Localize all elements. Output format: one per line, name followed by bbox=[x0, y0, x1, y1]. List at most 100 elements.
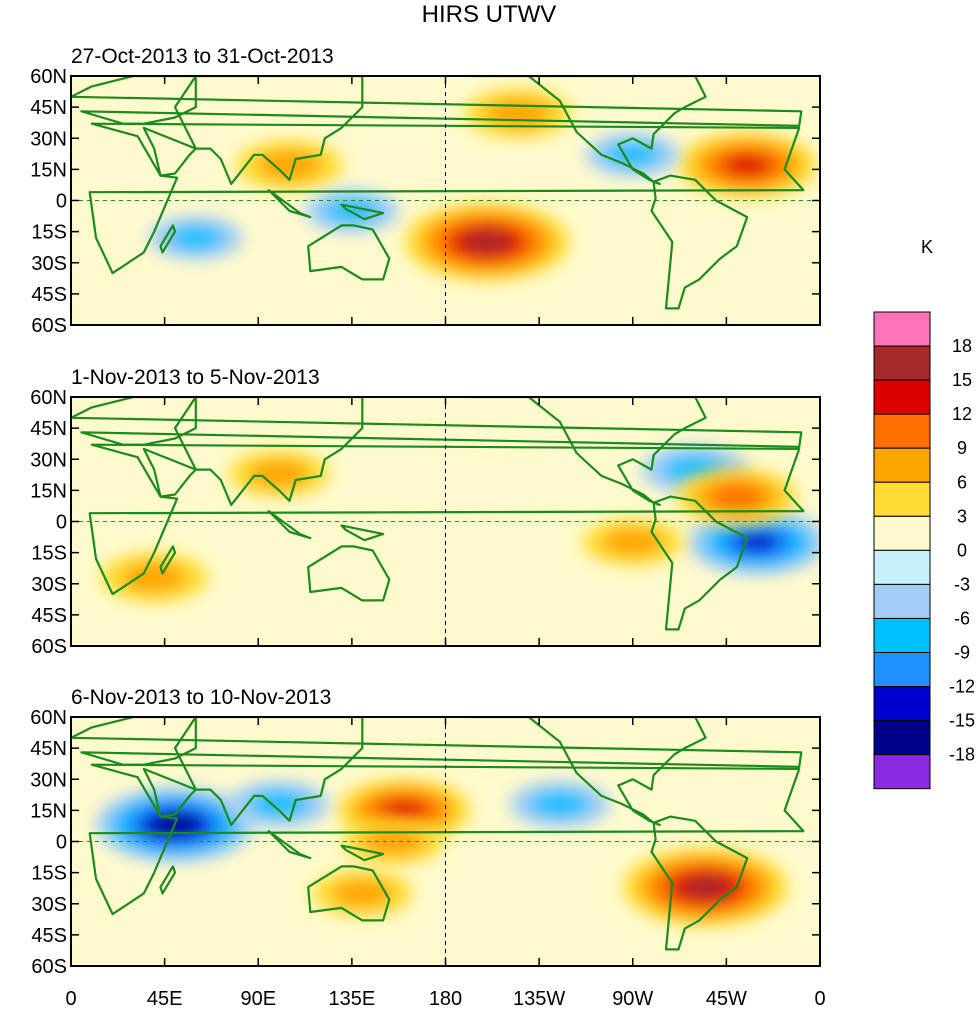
anomaly-blob bbox=[235, 140, 344, 191]
y-tick-label: 60N bbox=[30, 66, 67, 88]
colorbar: 18 15 12 9 6 3 0 -3 -6 -9 -12 -15 -18 bbox=[873, 311, 975, 790]
panel-2-field bbox=[100, 444, 820, 603]
x-tick-label: 90W bbox=[612, 988, 653, 1010]
colorbar-swatch bbox=[873, 311, 931, 347]
continent-outline bbox=[340, 203, 385, 221]
colorbar-units: K bbox=[921, 237, 933, 257]
y-tick-label: 15S bbox=[31, 222, 67, 244]
panel-3-gridlines bbox=[71, 717, 820, 966]
colorbar-swatch bbox=[873, 720, 931, 756]
continent-outline bbox=[173, 397, 364, 506]
colorbar-swatch bbox=[873, 617, 931, 654]
panel-1-field bbox=[148, 88, 817, 282]
continent-outline bbox=[307, 224, 391, 281]
continent-outline bbox=[650, 815, 749, 951]
y-tick-label: 45S bbox=[31, 284, 67, 306]
continent-outline bbox=[340, 524, 385, 542]
colorbar-swatch bbox=[873, 754, 931, 790]
y-tick-label: 45S bbox=[31, 605, 67, 627]
colorbar-label: 3 bbox=[957, 506, 967, 526]
colorbar-label: 0 bbox=[957, 540, 967, 560]
panel-1-y-ticks: 60N 45N 30N 15N 0 15S 30S 45S 60S bbox=[30, 66, 821, 337]
y-tick-label: 60S bbox=[31, 956, 67, 978]
panel-2-subtitle: 1-Nov-2013 to 5-Nov-2013 bbox=[71, 366, 320, 389]
panel-1-land bbox=[71, 76, 805, 310]
y-tick-label: 60S bbox=[31, 636, 67, 658]
colorbar-swatch bbox=[873, 413, 931, 449]
y-tick-label: 30N bbox=[30, 449, 67, 471]
anomaly-blob bbox=[464, 88, 572, 139]
anomaly-blob bbox=[100, 552, 208, 603]
panel-3: 6-Nov-2013 to 10-Nov-2013 60N 45N 30N 15N 0 1… bbox=[30, 686, 825, 1010]
y-tick-label: 60S bbox=[31, 315, 67, 337]
continent-outline bbox=[307, 545, 391, 602]
y-tick-label: 60N bbox=[30, 387, 67, 409]
y-tick-label: 15N bbox=[30, 480, 67, 502]
y-tick-label: 30S bbox=[31, 253, 67, 275]
continent-outline bbox=[71, 397, 803, 448]
panel-2-gridlines bbox=[71, 397, 820, 646]
x-tick-label: 45W bbox=[706, 988, 747, 1010]
panel-3-field bbox=[95, 779, 788, 927]
continent-outline bbox=[307, 865, 391, 922]
colorbar-swatch bbox=[873, 481, 931, 517]
x-tick-label: 0 bbox=[814, 988, 825, 1010]
continent-outline bbox=[159, 545, 177, 575]
anomaly-blob bbox=[676, 468, 797, 525]
y-tick-label: 45S bbox=[31, 925, 67, 947]
anomaly-blob bbox=[677, 132, 817, 199]
y-tick-label: 30S bbox=[31, 574, 67, 596]
continent-outline bbox=[88, 122, 805, 275]
panel-2-land bbox=[71, 397, 805, 631]
panel-2-y-ticks: 60N 45N 30N 15N 0 15S 30S 45S 60S bbox=[30, 387, 821, 658]
y-tick-label: 0 bbox=[56, 191, 67, 213]
continent-outline bbox=[88, 763, 805, 916]
colorbar-label: -15 bbox=[949, 711, 975, 731]
anomaly-blob bbox=[623, 847, 788, 927]
continent-outline bbox=[88, 443, 805, 596]
y-tick-label: 0 bbox=[56, 512, 67, 534]
anomaly-blob bbox=[228, 780, 330, 828]
y-tick-label: 15N bbox=[30, 800, 67, 822]
colorbar-label: 6 bbox=[957, 472, 967, 492]
colorbar-swatch bbox=[873, 345, 931, 381]
x-tick-label: 45E bbox=[147, 988, 183, 1010]
continent-outline bbox=[650, 495, 749, 631]
colorbar-label: 12 bbox=[952, 404, 972, 424]
colorbar-label: 15 bbox=[952, 370, 972, 390]
continent-outline bbox=[267, 189, 312, 219]
colorbar-label: 18 bbox=[952, 336, 972, 356]
continent-outline bbox=[469, 76, 707, 185]
panel-1-gridlines bbox=[71, 76, 820, 325]
anomaly-blob bbox=[228, 450, 330, 497]
x-axis-ticks: 0 45E 90E 135E 180 135W 90W 45W 0 bbox=[65, 988, 825, 1010]
colorbar-swatch bbox=[873, 652, 931, 688]
continent-outline bbox=[469, 397, 707, 506]
panel-1: 27-Oct-2013 to 31-Oct-2013 60N 45N 30N 15N 0… bbox=[30, 45, 821, 337]
y-tick-label: 30N bbox=[30, 769, 67, 791]
colorbar-label: -3 bbox=[954, 574, 970, 594]
y-tick-label: 15S bbox=[31, 543, 67, 565]
y-tick-label: 45N bbox=[30, 418, 67, 440]
panel-3-y-ticks: 60N 45N 30N 15N 0 15S 30S 45S 60S bbox=[30, 707, 821, 978]
panel-1-subtitle: 27-Oct-2013 to 31-Oct-2013 bbox=[71, 45, 334, 68]
x-tick-label: 0 bbox=[65, 988, 76, 1010]
colorbar-swatch bbox=[873, 583, 931, 619]
continent-outline bbox=[650, 174, 749, 310]
y-tick-label: 60N bbox=[30, 707, 67, 729]
x-tick-label: 180 bbox=[429, 988, 462, 1010]
x-tick-label: 135E bbox=[329, 988, 376, 1010]
continent-outline bbox=[159, 865, 177, 895]
continent-outline bbox=[340, 844, 385, 862]
continent-outline bbox=[267, 510, 312, 540]
colorbar-label: -9 bbox=[954, 643, 970, 663]
y-tick-label: 45N bbox=[30, 738, 67, 760]
colorbar-label: -12 bbox=[949, 677, 975, 697]
anomaly-blob bbox=[509, 780, 611, 828]
colorbar-label: 9 bbox=[957, 438, 967, 458]
colorbar-label: -6 bbox=[954, 608, 970, 628]
panel-3-land bbox=[71, 717, 805, 951]
x-tick-label: 90E bbox=[240, 988, 276, 1010]
panel-3-subtitle: 6-Nov-2013 to 10-Nov-2013 bbox=[71, 686, 331, 709]
